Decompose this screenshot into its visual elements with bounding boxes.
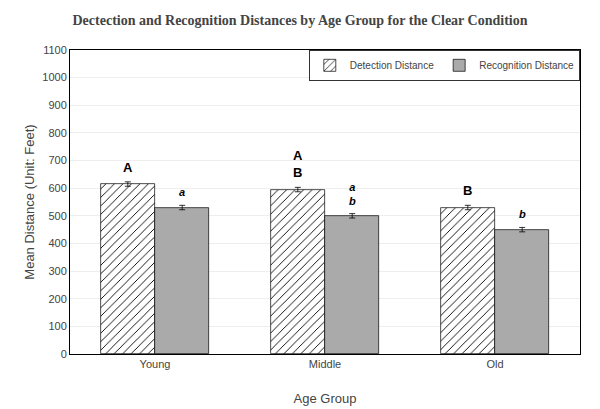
svg-text:Detection Distance: Detection Distance [350,60,434,71]
svg-text:900: 900 [48,99,66,111]
svg-text:100: 100 [48,320,66,332]
svg-text:B: B [463,183,472,198]
svg-text:AB: AB [293,148,303,180]
svg-text:400: 400 [48,237,66,249]
svg-text:Old: Old [486,358,503,370]
svg-text:Dectection and Recognition Dis: Dectection and Recognition Distances by … [73,13,528,28]
svg-text:Age Group: Age Group [294,391,357,406]
svg-text:500: 500 [48,210,66,222]
svg-text:0: 0 [61,348,67,360]
svg-text:700: 700 [48,154,66,166]
svg-text:800: 800 [48,127,66,139]
svg-text:300: 300 [48,265,66,277]
svg-text:200: 200 [48,293,66,305]
svg-text:1000: 1000 [42,71,66,83]
svg-text:ab: ab [349,181,356,207]
svg-text:Recognition Distance: Recognition Distance [479,60,574,71]
svg-text:b: b [519,208,526,220]
svg-text:600: 600 [48,182,66,194]
svg-text:A: A [123,160,133,175]
svg-text:Mean Distance (Unit: Feet): Mean Distance (Unit: Feet) [22,124,37,279]
svg-text:1100: 1100 [43,44,67,56]
svg-text:Young: Young [140,358,171,370]
svg-text:a: a [179,186,185,198]
svg-text:Middle: Middle [309,358,341,370]
